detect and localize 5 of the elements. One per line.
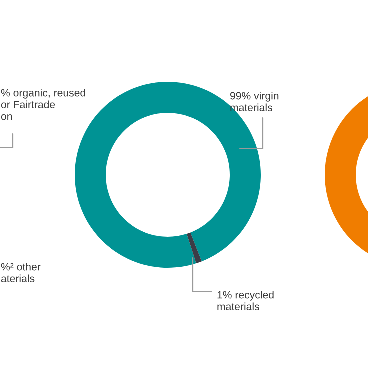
text: %² other aterials — [1, 263, 41, 283]
donut-slice — [186, 232, 202, 264]
slice-label: 1% recycled materials — [218, 291, 274, 311]
text: % organic, reused or Fairtrade on — [1, 89, 86, 120]
slice-label: 99% virgin materials — [230, 92, 279, 112]
